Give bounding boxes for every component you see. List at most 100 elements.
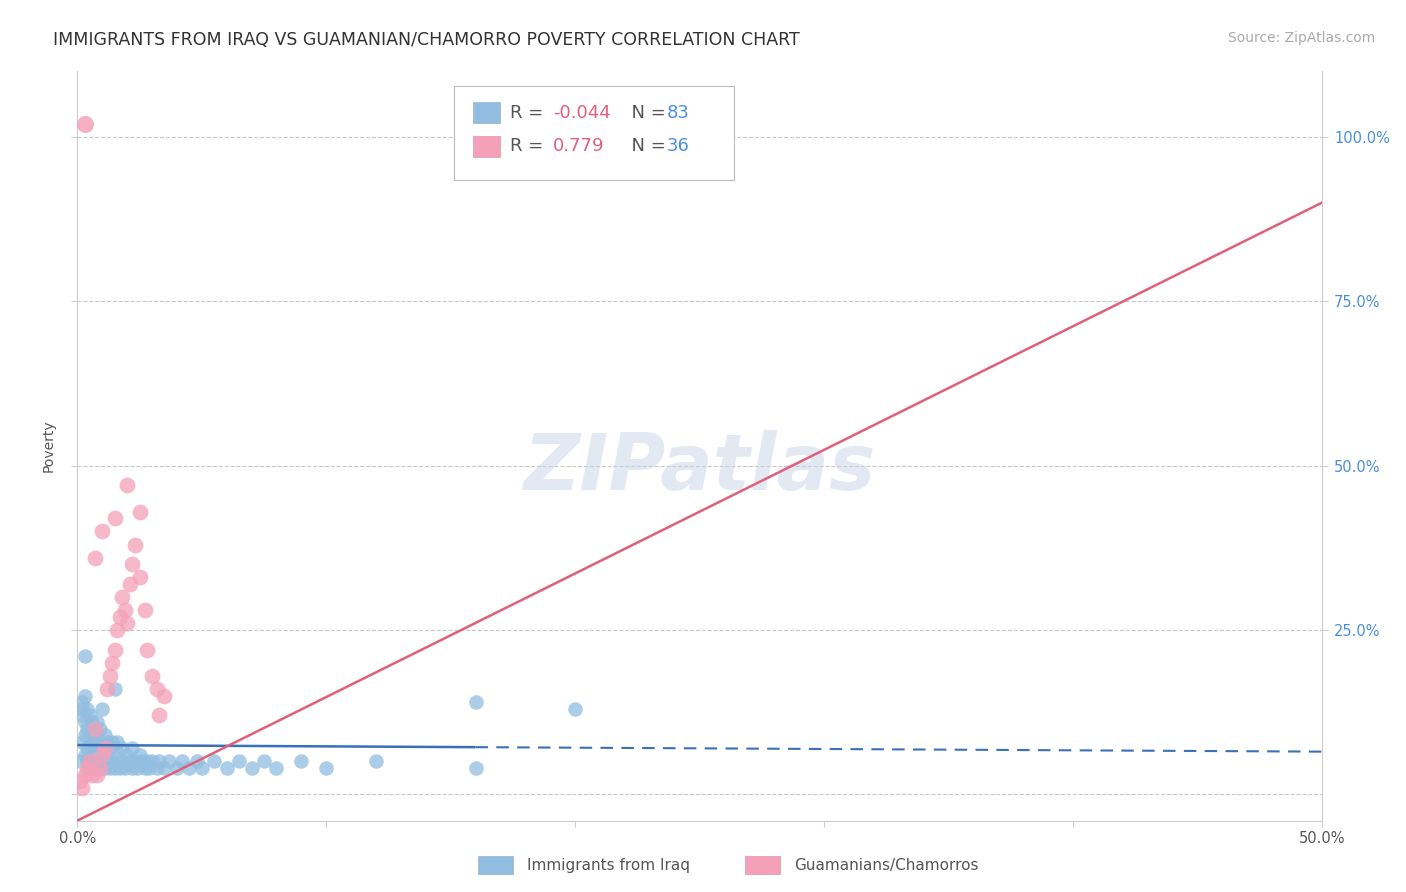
Point [91, 755, 114, 769]
Point [98, 741, 121, 756]
Point [91, 524, 114, 539]
Text: IMMIGRANTS FROM IRAQ VS GUAMANIAN/CHAMORRO POVERTY CORRELATION CHART: IMMIGRANTS FROM IRAQ VS GUAMANIAN/CHAMOR… [53, 31, 800, 49]
Point [82, 735, 104, 749]
Point [125, 761, 148, 775]
Point [73, 649, 96, 664]
Point [73, 689, 96, 703]
Point [290, 755, 312, 769]
Point [111, 755, 134, 769]
Point [146, 682, 169, 697]
Point [89, 761, 111, 775]
Point [79, 741, 101, 756]
Point [82, 714, 104, 729]
Point [86, 767, 108, 781]
Point [111, 741, 134, 756]
Text: 36: 36 [666, 137, 690, 155]
Text: Immigrants from Iraq: Immigrants from Iraq [527, 858, 690, 872]
Point [121, 741, 143, 756]
Point [104, 642, 127, 657]
Point [564, 702, 586, 716]
Point [101, 755, 124, 769]
Point [141, 755, 163, 769]
Point [79, 728, 101, 742]
Point [186, 755, 208, 769]
Point [73, 728, 96, 742]
Text: Guamanians/Chamorros: Guamanians/Chamorros [794, 858, 979, 872]
Point [72, 780, 94, 795]
Point [96, 735, 118, 749]
Point [76, 722, 98, 736]
Point [115, 747, 138, 762]
Point [89, 741, 111, 756]
Point [72, 735, 94, 749]
Point [131, 755, 153, 769]
Text: R =: R = [510, 137, 555, 155]
Point [83, 741, 105, 756]
FancyBboxPatch shape [454, 87, 734, 180]
Point [464, 695, 486, 709]
Point [134, 761, 156, 775]
Point [101, 735, 124, 749]
Point [69, 755, 91, 769]
Point [76, 755, 98, 769]
Text: N =: N = [620, 103, 671, 121]
Point [73, 714, 96, 729]
Point [79, 708, 101, 723]
Point [464, 761, 486, 775]
Point [124, 755, 146, 769]
Point [118, 755, 141, 769]
Point [364, 755, 387, 769]
Point [215, 761, 238, 775]
Point [89, 761, 111, 775]
Point [76, 702, 98, 716]
Point [121, 761, 143, 775]
Point [136, 755, 159, 769]
Point [86, 755, 108, 769]
Point [104, 511, 127, 525]
Point [108, 761, 131, 775]
Point [73, 117, 96, 131]
Point [82, 755, 104, 769]
Point [76, 741, 98, 756]
Point [98, 669, 121, 683]
Point [105, 735, 128, 749]
Point [136, 642, 159, 657]
Point [93, 761, 115, 775]
Text: ZIPatlas: ZIPatlas [523, 431, 876, 507]
Text: 0.779: 0.779 [553, 137, 605, 155]
Point [115, 616, 138, 631]
Point [91, 702, 114, 716]
Point [93, 728, 115, 742]
Point [253, 755, 276, 769]
Point [73, 767, 96, 781]
Point [148, 708, 170, 723]
Point [96, 682, 118, 697]
Point [83, 550, 105, 565]
Point [72, 708, 94, 723]
Point [179, 761, 201, 775]
Point [105, 623, 128, 637]
Point [108, 610, 131, 624]
Point [89, 722, 111, 736]
Point [128, 505, 150, 519]
Text: 83: 83 [666, 103, 690, 121]
Point [69, 774, 91, 789]
Point [83, 722, 105, 736]
Point [157, 755, 180, 769]
Point [146, 761, 169, 775]
Text: R =: R = [510, 103, 550, 121]
Point [170, 755, 193, 769]
Point [111, 590, 134, 604]
Point [124, 538, 146, 552]
Point [96, 755, 118, 769]
Point [86, 735, 108, 749]
Point [104, 761, 127, 775]
Point [153, 689, 176, 703]
Point [91, 735, 114, 749]
Point [79, 761, 101, 775]
Point [104, 741, 127, 756]
Point [134, 603, 156, 617]
Point [148, 755, 170, 769]
Text: Source: ZipAtlas.com: Source: ZipAtlas.com [1227, 31, 1375, 45]
Point [240, 761, 263, 775]
